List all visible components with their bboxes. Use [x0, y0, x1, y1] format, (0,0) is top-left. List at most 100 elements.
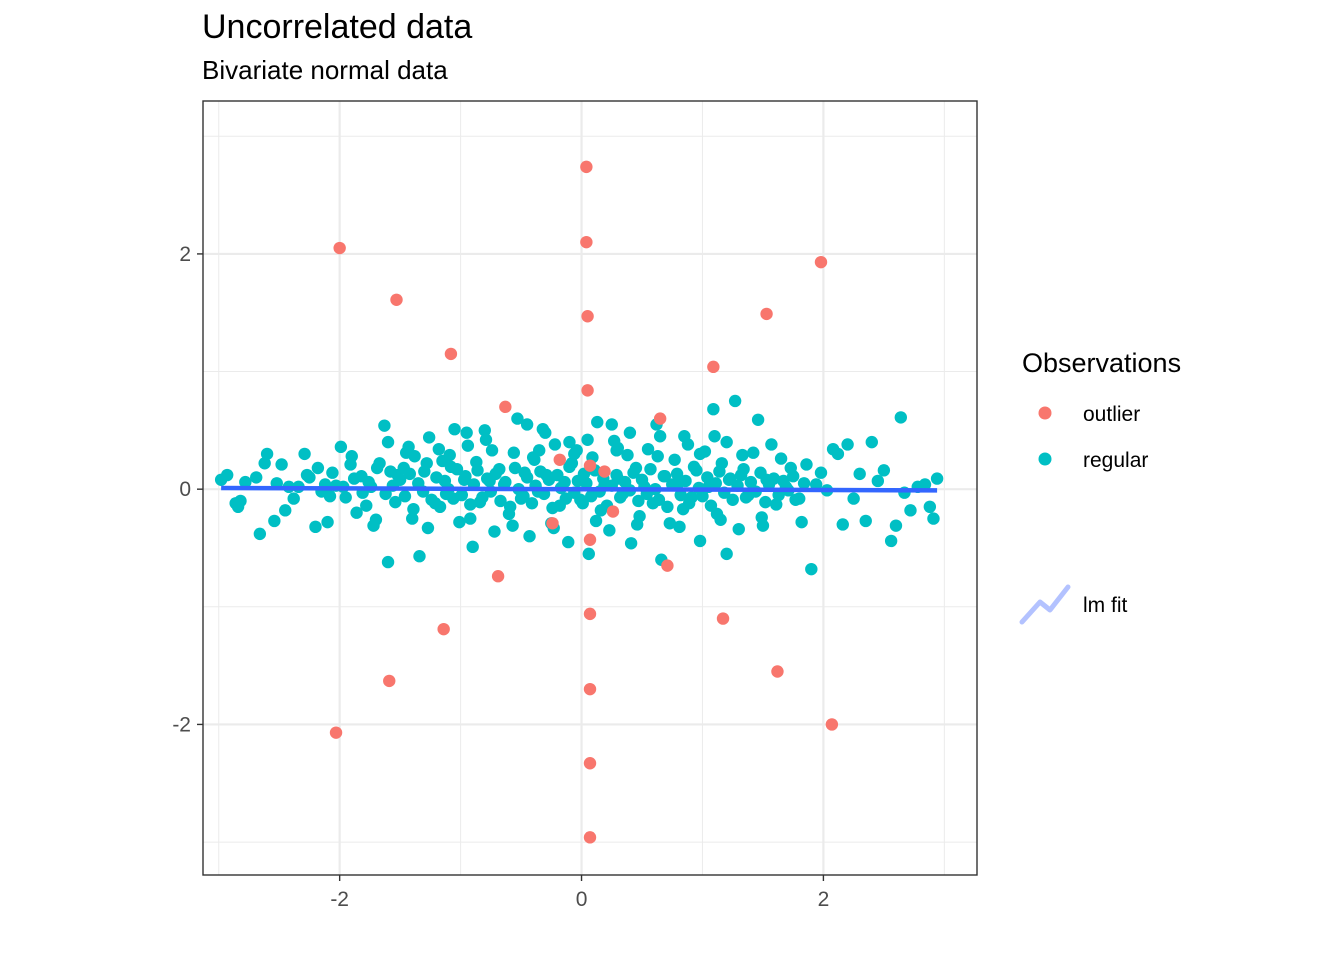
point-regular [734, 468, 748, 482]
chart-subtitle: Bivariate normal data [202, 55, 448, 85]
point-regular [334, 440, 348, 454]
point-regular [651, 450, 664, 463]
point-regular [360, 499, 373, 512]
point-regular [611, 441, 625, 455]
point-regular [927, 512, 940, 525]
point-regular [453, 515, 466, 529]
point-regular [714, 513, 727, 526]
y-tick-label: -2 [172, 713, 191, 736]
point-outlier [583, 757, 597, 770]
point-regular [448, 422, 461, 436]
point-outlier [814, 255, 828, 269]
x-tick-label: -2 [330, 888, 349, 911]
point-regular [406, 512, 419, 525]
point-regular [641, 442, 655, 456]
point-regular [621, 448, 634, 462]
point-regular [800, 458, 813, 471]
point-regular [814, 466, 828, 479]
point-outlier [583, 682, 597, 696]
point-regular [670, 467, 684, 481]
point-regular [311, 461, 325, 475]
point-outlier [546, 517, 559, 530]
point-regular [836, 518, 849, 531]
lm-fit-line [221, 485, 938, 493]
point-outlier [580, 160, 593, 174]
point-regular [644, 462, 657, 476]
point-regular [534, 465, 547, 478]
chart-title: Uncorrelated data [202, 8, 472, 46]
point-regular [499, 475, 512, 489]
point-regular [275, 458, 288, 471]
point-outlier [583, 607, 597, 621]
point-regular [562, 535, 575, 549]
point-regular [520, 418, 534, 431]
point-outlier [444, 347, 458, 361]
point-regular [389, 495, 402, 509]
point-regular [503, 500, 517, 514]
legend-label-regular: regular [1083, 449, 1148, 472]
point-regular [326, 466, 339, 479]
point-regular [413, 550, 426, 563]
legend: Observations outlier regular lm fit [1019, 348, 1181, 625]
point-regular [433, 500, 447, 514]
point-regular [420, 457, 433, 470]
point-regular [809, 478, 823, 491]
point-regular [696, 490, 709, 503]
point-regular [461, 439, 475, 452]
plot-border [202, 100, 978, 876]
point-regular [471, 464, 484, 477]
point-regular [421, 521, 435, 535]
point-outlier [583, 831, 597, 844]
point-regular [220, 468, 234, 482]
point-regular [485, 444, 499, 457]
point-regular [871, 474, 885, 488]
point-outlier [499, 400, 512, 414]
point-regular [459, 470, 472, 483]
point-regular [687, 460, 701, 474]
point-outlier [580, 235, 593, 249]
point-regular [367, 519, 380, 532]
y-tick-label: 0 [179, 478, 191, 501]
point-outlier [583, 459, 597, 472]
point-regular [563, 435, 576, 449]
point-regular [300, 468, 314, 482]
point-regular [674, 488, 687, 502]
point-regular [865, 435, 878, 449]
point-regular [403, 467, 417, 481]
point-regular [450, 462, 464, 476]
point-regular [793, 492, 806, 505]
point-regular [479, 433, 493, 446]
point-outlier [583, 533, 597, 546]
point-regular [489, 467, 502, 481]
point-regular [381, 555, 395, 569]
point-outlier [825, 718, 839, 731]
legend-key-lm-fit [1019, 584, 1071, 625]
fit-line-group [221, 485, 938, 493]
point-regular [847, 492, 860, 505]
y-tick-label: 2 [179, 243, 191, 266]
legend-key-regular [1038, 452, 1052, 466]
point-regular [258, 457, 271, 470]
point-regular [279, 504, 292, 517]
point-regular [494, 494, 507, 508]
point-regular [805, 562, 818, 576]
point-regular [309, 520, 322, 534]
point-regular [533, 444, 546, 457]
point-outlier [491, 570, 505, 583]
point-outlier [437, 622, 450, 636]
point-regular [728, 394, 742, 408]
point-regular [709, 477, 722, 490]
point-outlier [598, 465, 611, 478]
point-regular [682, 497, 696, 510]
point-regular [623, 426, 637, 439]
point-outlier [581, 310, 594, 323]
point-regular [693, 447, 707, 461]
point-regular [520, 471, 534, 484]
point-outlier [661, 559, 674, 572]
point-regular [287, 492, 300, 505]
point-regular [551, 468, 564, 482]
point-regular [345, 450, 358, 463]
point-regular [797, 477, 811, 490]
legend-label-lm-fit: lm fit [1083, 594, 1127, 617]
point-regular [853, 467, 866, 481]
